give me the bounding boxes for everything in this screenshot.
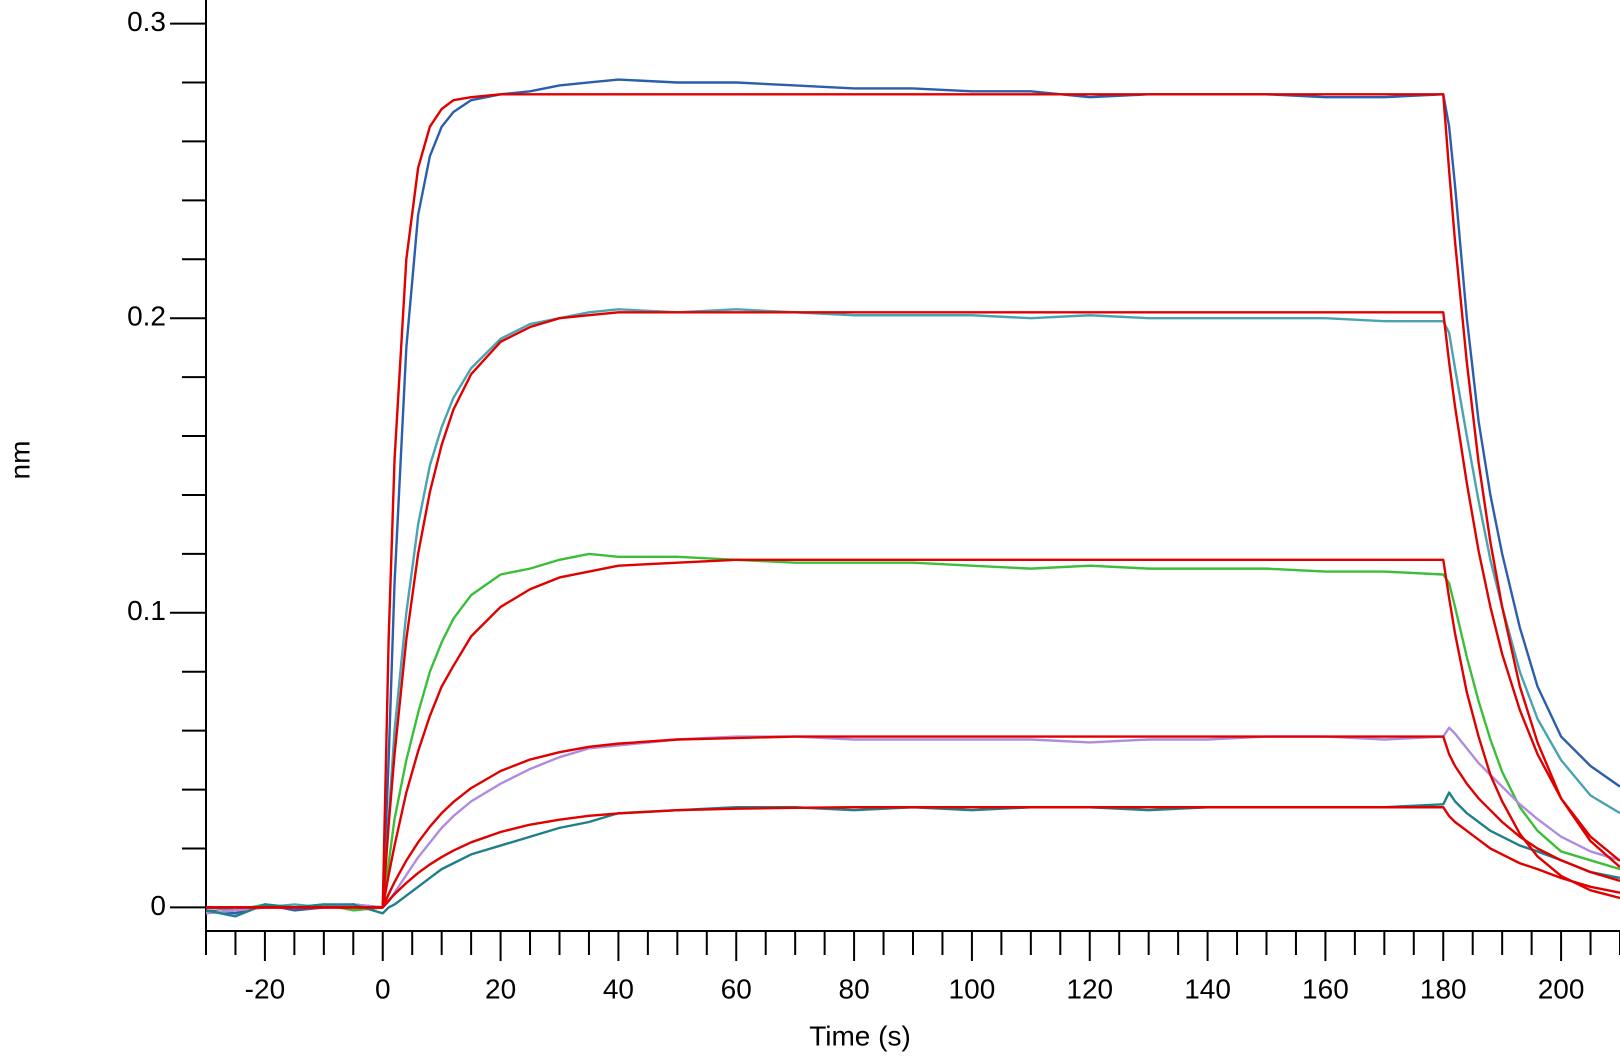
x-tick-label: 160 [1302, 973, 1349, 1004]
x-tick-label: 0 [375, 973, 391, 1004]
y-tick-label: 0.1 [127, 595, 166, 626]
x-tick-label: 100 [949, 973, 996, 1004]
plot-area [206, 78, 1620, 918]
x-tick-label: 140 [1184, 973, 1231, 1004]
x-tick-label: 200 [1538, 973, 1585, 1004]
series-line [206, 93, 1620, 909]
series-line [206, 791, 1620, 918]
y-tick-label: 0.2 [127, 301, 166, 332]
series-line [206, 558, 1620, 909]
x-tick-label: 120 [1066, 973, 1113, 1004]
series-line [206, 552, 1620, 915]
x-tick-label: 80 [839, 973, 870, 1004]
x-tick-label: 40 [603, 973, 634, 1004]
x-tick-label: -20 [245, 973, 285, 1004]
y-axis-title: nm [4, 441, 35, 480]
y-tick-label: 0 [150, 890, 166, 921]
series-line [206, 78, 1620, 915]
series-line [206, 308, 1620, 912]
series-line [206, 735, 1620, 909]
series-line [206, 806, 1620, 909]
y-tick-label: 0.3 [127, 6, 166, 37]
x-tick-label: 180 [1420, 973, 1467, 1004]
x-axis-title: Time (s) [809, 1020, 911, 1051]
x-tick-label: 20 [485, 973, 516, 1004]
x-tick-label: 60 [721, 973, 752, 1004]
series-line [206, 311, 1620, 909]
